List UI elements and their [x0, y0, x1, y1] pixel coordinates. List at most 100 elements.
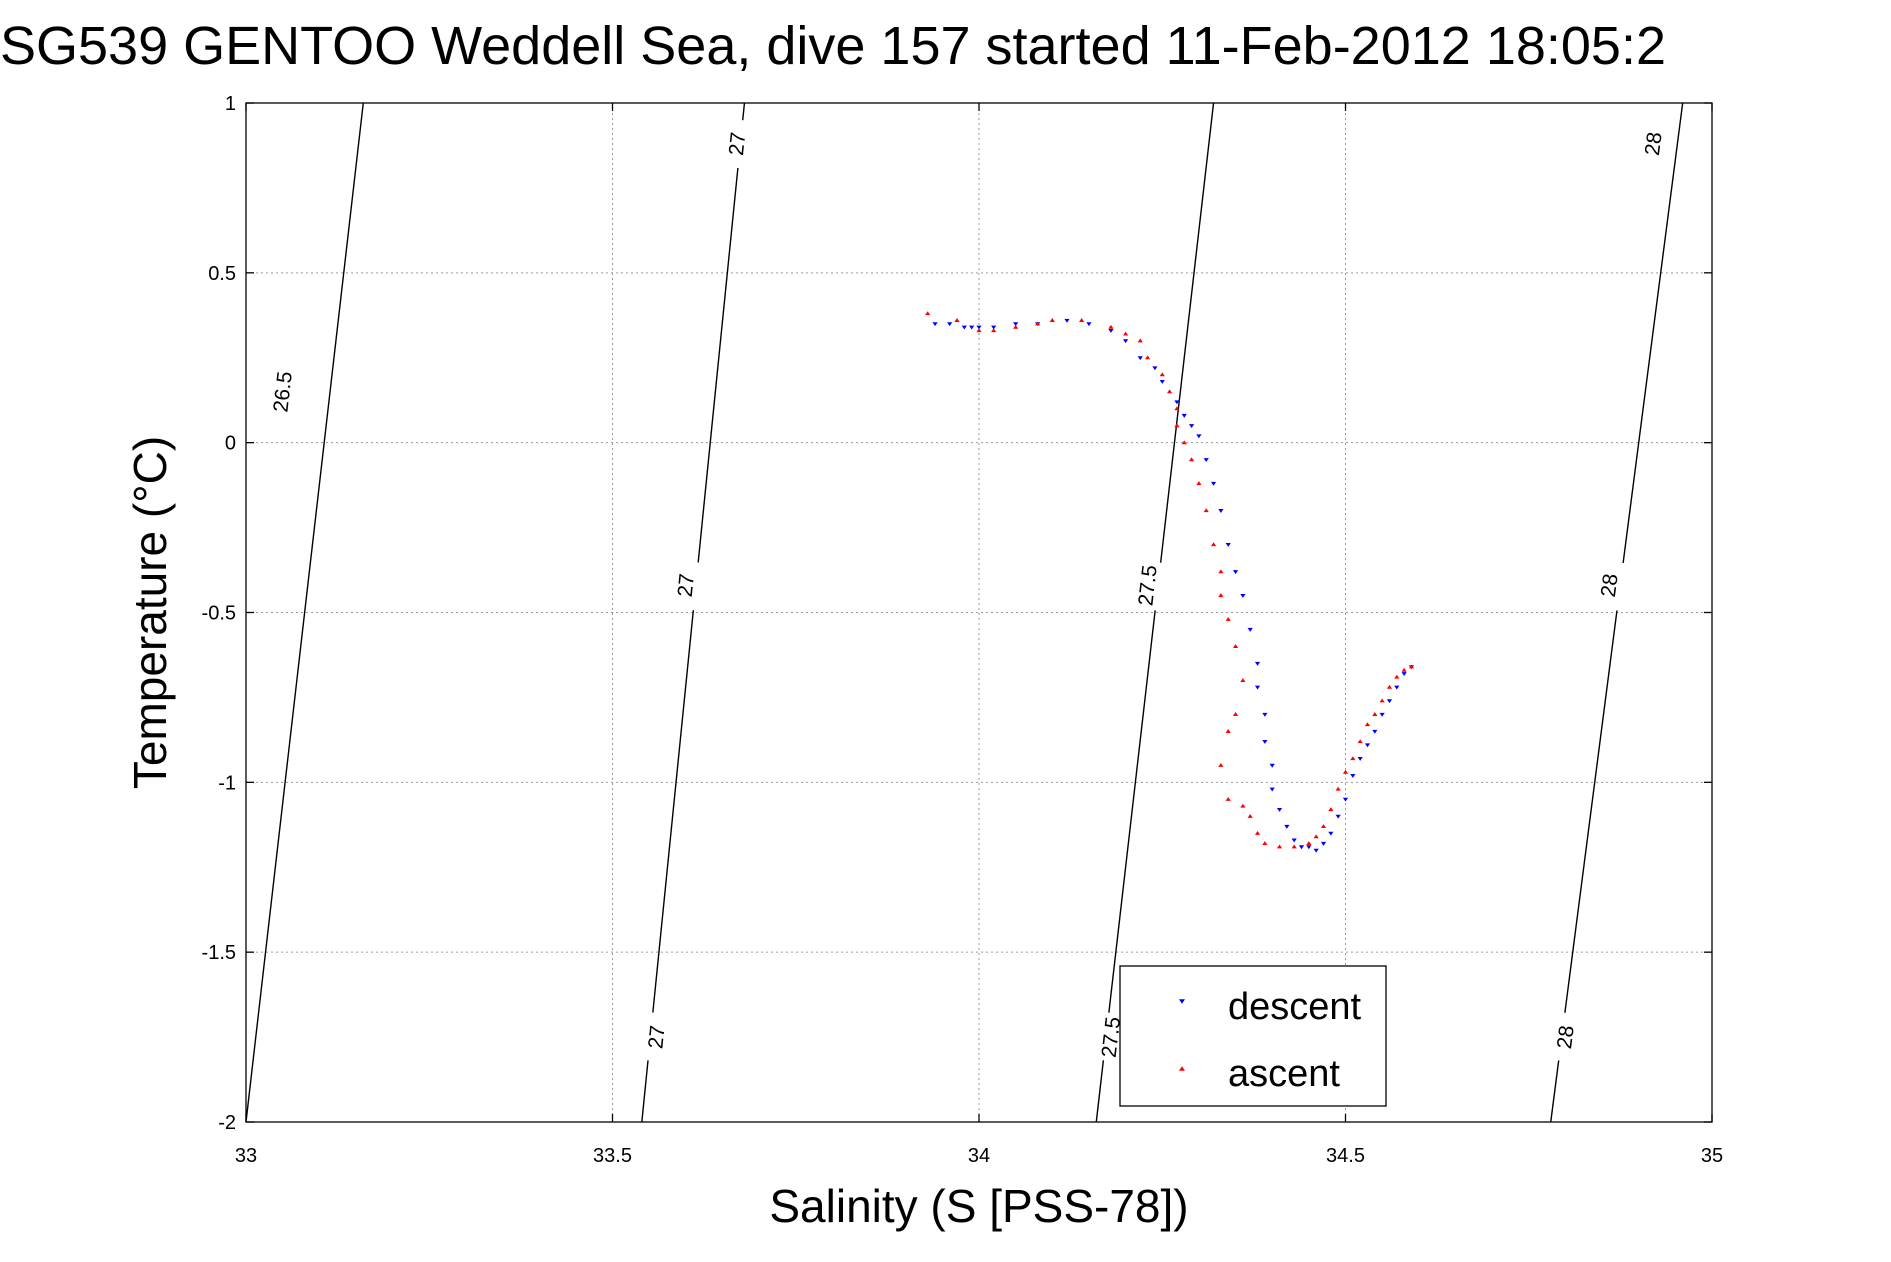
x-tick-label: 33: [235, 1145, 257, 1167]
x-tick-label: 34.5: [1326, 1145, 1365, 1167]
descent-point: [1086, 322, 1092, 327]
legend-label-ascent: ascent: [1228, 1053, 1340, 1095]
descent-point: [1313, 848, 1319, 853]
descent-point: [1013, 322, 1019, 327]
descent-point: [1262, 740, 1268, 744]
descent-point: [1064, 318, 1070, 323]
descent-point: [1291, 838, 1297, 843]
contour-label-bg: [1096, 1011, 1126, 1063]
descent-point: [1123, 339, 1129, 344]
descent-point: [1262, 712, 1268, 717]
ascent-point: [1166, 389, 1173, 394]
ascent-series: [925, 311, 1415, 849]
descent-point: [1269, 763, 1275, 768]
ascent-point: [1357, 739, 1363, 744]
ascent-point: [1350, 756, 1356, 761]
x-axis-label: Salinity (S [PSS-78]): [769, 1180, 1188, 1232]
ascent-point: [1401, 667, 1407, 672]
descent-point: [1225, 543, 1231, 547]
y-tick-label: -1: [218, 772, 236, 794]
ascent-point: [1320, 824, 1327, 829]
contour-label: 28: [1597, 572, 1623, 598]
x-tick-label: 34: [968, 1145, 990, 1167]
descent-point: [1210, 481, 1217, 486]
ascent-point: [1225, 796, 1231, 801]
descent-point: [1364, 743, 1371, 748]
ascent-point: [954, 318, 960, 322]
ascent-point: [1079, 318, 1085, 322]
descent-point: [1394, 685, 1400, 690]
legend-label-descent: descent: [1228, 986, 1362, 1028]
density-contour-line: [1095, 102, 1215, 1123]
ascent-point: [1394, 674, 1400, 679]
axis-ticks: 33 33.5 34 34.5 35 -2 -1.5 -1 -0.5 0 0.5 1: [202, 93, 1724, 1167]
descent-series: [932, 318, 1415, 853]
ascent-point: [1174, 406, 1180, 411]
descent-point: [1188, 424, 1195, 429]
contour-label-bg: [722, 118, 752, 169]
ascent-point: [976, 328, 982, 333]
descent-point: [1254, 685, 1261, 690]
descent-point: [1108, 329, 1114, 333]
ascent-point: [1386, 684, 1393, 689]
ascent-point: [1144, 355, 1151, 360]
ascent-point: [1218, 593, 1224, 598]
ascent-point: [1247, 813, 1253, 818]
descent-point: [976, 325, 982, 330]
ascent-point: [1203, 508, 1209, 513]
contour-label: 26.5: [269, 370, 297, 413]
contour-label: 28: [1641, 131, 1667, 157]
ascent-point: [925, 311, 931, 316]
descent-point: [991, 325, 997, 330]
ascent-point: [1262, 841, 1268, 846]
legend: descent ascent: [1119, 965, 1387, 1107]
ascent-point: [1108, 324, 1114, 329]
ascent-point: [1210, 542, 1217, 547]
contour-label-bg: [1594, 559, 1625, 611]
y-tick-label: 0.5: [208, 263, 236, 285]
descent-point: [969, 325, 975, 330]
descent-point: [1218, 509, 1224, 513]
y-tick-label: 0: [225, 433, 236, 455]
descent-point: [1335, 814, 1341, 819]
ascent-point: [1328, 807, 1334, 812]
ascent-point: [1240, 803, 1246, 808]
descent-point: [1342, 797, 1349, 802]
contour-label-bg: [267, 366, 298, 417]
descent-point: [1196, 434, 1202, 439]
descent-point: [1254, 661, 1261, 666]
ascent-point: [1335, 786, 1341, 791]
ascent-point: [1218, 569, 1224, 574]
ascent-point: [1035, 321, 1041, 326]
descent-point: [1240, 593, 1246, 598]
ascent-point: [1379, 698, 1385, 703]
descent-point: [1298, 845, 1305, 850]
ascent-point: [1372, 712, 1378, 716]
y-tick-label: -0.5: [202, 603, 236, 625]
ascent-point: [1181, 440, 1187, 445]
descent-point: [1232, 570, 1239, 575]
ascent-point: [1240, 678, 1246, 682]
ascent-point: [1049, 318, 1055, 322]
descent-point: [1269, 787, 1275, 792]
ascent-point: [1232, 644, 1239, 649]
descent-point: [1328, 831, 1334, 836]
ascent-point: [1306, 841, 1312, 846]
contour-label: 27: [725, 131, 750, 157]
descent-point: [947, 322, 953, 327]
contour-label: 27.5: [1134, 564, 1162, 607]
x-tick-label: 33.5: [593, 1145, 632, 1167]
chart-title: SG539 GENTOO Weddell Sea, dive 157 start…: [0, 16, 1666, 76]
ascent-point: [1276, 844, 1283, 849]
descent-point: [1357, 756, 1363, 761]
descent-point: [1203, 458, 1209, 462]
ascent-point: [991, 328, 997, 333]
y-tick-label: -2: [218, 1112, 236, 1134]
descent-point: [932, 322, 938, 327]
contour-label: 27: [644, 1024, 669, 1050]
descent-point: [1350, 773, 1356, 778]
ascent-point: [1013, 324, 1019, 329]
descent-point: [1306, 845, 1312, 850]
contour-label-bg: [671, 560, 701, 611]
